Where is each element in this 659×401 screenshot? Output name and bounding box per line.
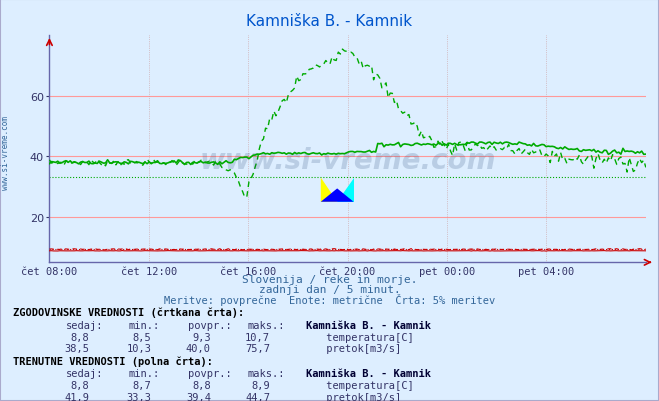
Text: 8,8: 8,8 <box>192 381 211 391</box>
Text: Kamniška B. - Kamnik: Kamniška B. - Kamnik <box>306 369 432 379</box>
Text: 10,7: 10,7 <box>245 332 270 342</box>
Text: čet 12:00: čet 12:00 <box>121 266 177 276</box>
Polygon shape <box>321 178 337 202</box>
Text: pet 00:00: pet 00:00 <box>419 266 475 276</box>
Text: 8,5: 8,5 <box>133 332 152 342</box>
Text: 41,9: 41,9 <box>64 392 89 401</box>
Text: 44,7: 44,7 <box>245 392 270 401</box>
Text: pet 04:00: pet 04:00 <box>518 266 575 276</box>
Text: ZGODOVINSKE VREDNOSTI (črtkana črta):: ZGODOVINSKE VREDNOSTI (črtkana črta): <box>13 307 244 317</box>
Text: maks.:: maks.: <box>247 320 285 330</box>
Text: pretok[m3/s]: pretok[m3/s] <box>320 392 401 401</box>
Polygon shape <box>321 189 354 202</box>
Text: Kamniška B. - Kamnik: Kamniška B. - Kamnik <box>306 320 432 330</box>
Text: Slovenija / reke in morje.: Slovenija / reke in morje. <box>242 275 417 285</box>
Text: temperatura[C]: temperatura[C] <box>320 332 413 342</box>
Text: povpr.:: povpr.: <box>188 320 231 330</box>
Text: www.si-vreme.com: www.si-vreme.com <box>200 147 496 175</box>
Text: 40,0: 40,0 <box>186 343 211 353</box>
Text: 38,5: 38,5 <box>64 343 89 353</box>
Text: zadnji dan / 5 minut.: zadnji dan / 5 minut. <box>258 284 401 294</box>
Text: Kamniška B. - Kamnik: Kamniška B. - Kamnik <box>246 14 413 29</box>
Polygon shape <box>337 178 354 202</box>
Text: sedaj:: sedaj: <box>66 320 103 330</box>
Text: temperatura[C]: temperatura[C] <box>320 381 413 391</box>
Text: 33,3: 33,3 <box>127 392 152 401</box>
Text: 75,7: 75,7 <box>245 343 270 353</box>
Text: čet 20:00: čet 20:00 <box>320 266 376 276</box>
Text: TRENUTNE VREDNOSTI (polna črta):: TRENUTNE VREDNOSTI (polna črta): <box>13 355 213 366</box>
Text: 8,8: 8,8 <box>71 381 89 391</box>
Text: sedaj:: sedaj: <box>66 369 103 379</box>
Text: 39,4: 39,4 <box>186 392 211 401</box>
Text: Meritve: povprečne  Enote: metrične  Črta: 5% meritev: Meritve: povprečne Enote: metrične Črta:… <box>164 293 495 305</box>
Text: povpr.:: povpr.: <box>188 369 231 379</box>
Text: min.:: min.: <box>129 369 159 379</box>
Text: www.si-vreme.com: www.si-vreme.com <box>1 115 10 189</box>
Text: 8,8: 8,8 <box>71 332 89 342</box>
Text: 8,7: 8,7 <box>133 381 152 391</box>
Text: min.:: min.: <box>129 320 159 330</box>
Text: čet 16:00: čet 16:00 <box>220 266 276 276</box>
Text: 10,3: 10,3 <box>127 343 152 353</box>
Text: maks.:: maks.: <box>247 369 285 379</box>
Text: 9,3: 9,3 <box>192 332 211 342</box>
Text: čet 08:00: čet 08:00 <box>21 266 78 276</box>
Text: 8,9: 8,9 <box>252 381 270 391</box>
Text: pretok[m3/s]: pretok[m3/s] <box>320 343 401 353</box>
